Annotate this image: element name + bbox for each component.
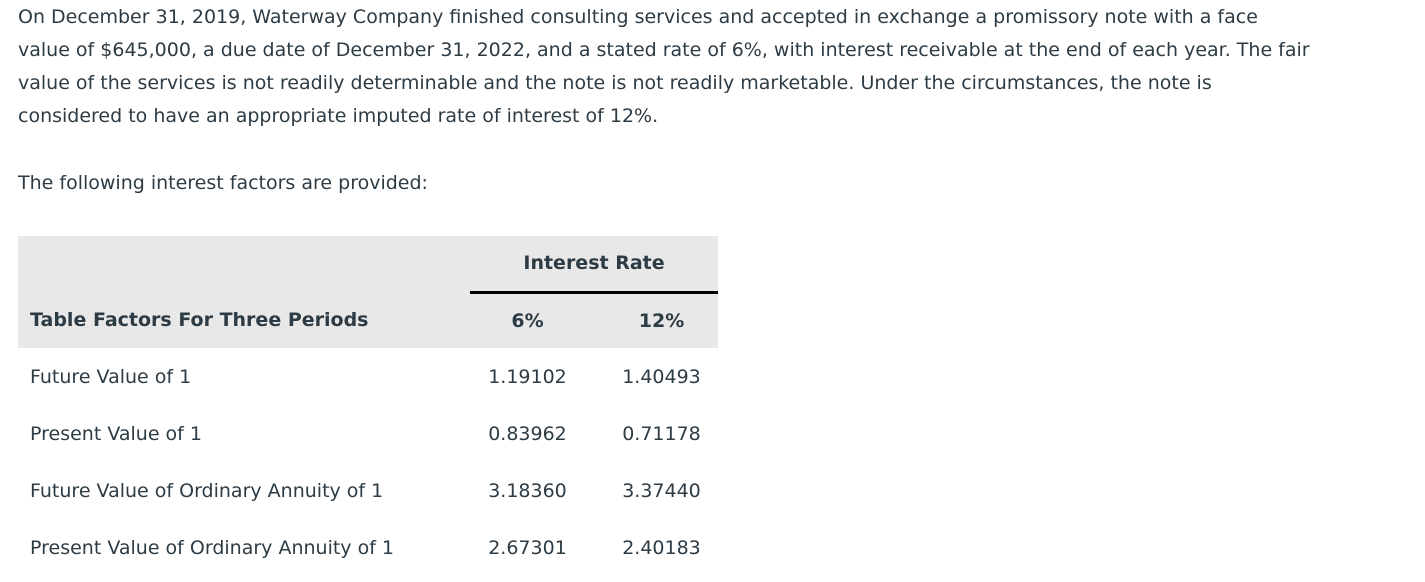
factor-value-6: 2.67301 xyxy=(488,536,567,559)
problem-statement-line: On December 31, 2019, Waterway Company f… xyxy=(18,6,1258,28)
table-factors-header: Table Factors For Three Periods xyxy=(18,292,470,348)
factor-label: Future Value of Ordinary Annuity of 1 xyxy=(30,479,384,502)
factor-value-12: 2.40183 xyxy=(622,536,701,559)
interest-factors-table: Interest Rate Table Factors For Three Pe… xyxy=(18,236,718,576)
factor-value-6: 3.18360 xyxy=(488,479,567,502)
interest-rate-header: Interest Rate xyxy=(470,236,718,294)
factor-value-12: 0.71178 xyxy=(622,422,701,445)
table-row: Future Value of 1 1.19102 1.40493 xyxy=(18,348,718,405)
table-corner-cell xyxy=(18,236,470,292)
factor-label: Present Value of 1 xyxy=(30,422,202,445)
factor-value-12: 1.40493 xyxy=(622,365,701,388)
factor-value-6: 0.83962 xyxy=(488,422,567,445)
table-row: Present Value of 1 0.83962 0.71178 xyxy=(18,405,718,462)
problem-statement-line: considered to have an appropriate impute… xyxy=(18,105,659,127)
factor-value-6: 1.19102 xyxy=(488,365,567,388)
factor-label: Future Value of 1 xyxy=(30,365,192,388)
table-row: Present Value of Ordinary Annuity of 1 2… xyxy=(18,519,718,576)
problem-statement: On December 31, 2019, Waterway Company f… xyxy=(18,1,1310,133)
table-header-row-interest-rate: Interest Rate xyxy=(18,236,718,294)
rate-6-col-header: 6% xyxy=(470,292,585,348)
problem-statement-line: value of $645,000, a due date of Decembe… xyxy=(18,39,1310,61)
factor-label: Present Value of Ordinary Annuity of 1 xyxy=(30,536,395,559)
problem-statement-line: value of the services is not readily det… xyxy=(18,72,1212,94)
interest-factors-intro: The following interest factors are provi… xyxy=(18,172,428,194)
table-header-row-columns: Table Factors For Three Periods 6% 12% xyxy=(18,292,718,348)
table-row: Future Value of Ordinary Annuity of 1 3.… xyxy=(18,462,718,519)
rate-12-col-header: 12% xyxy=(585,292,718,348)
factor-value-12: 3.37440 xyxy=(622,479,701,502)
